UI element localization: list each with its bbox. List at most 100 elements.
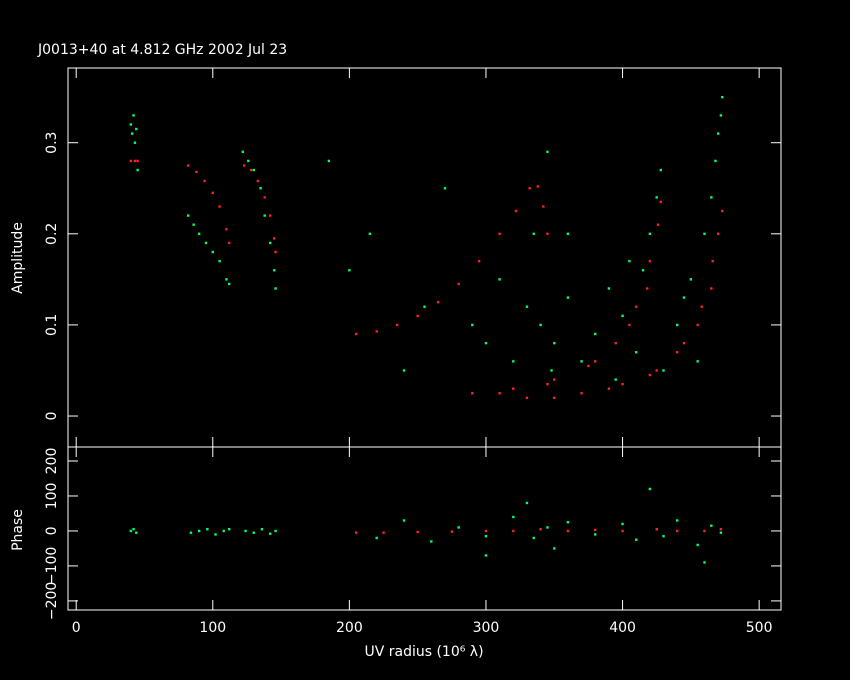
point: [607, 387, 611, 390]
point: [227, 282, 231, 286]
point: [719, 527, 723, 531]
point: [539, 527, 542, 531]
point: [471, 323, 474, 327]
x-tick-label: 400: [609, 620, 636, 636]
point: [195, 170, 198, 174]
point: [263, 214, 266, 217]
frame: [67, 446, 782, 611]
point: [710, 287, 713, 290]
point: [645, 287, 649, 290]
point: [430, 540, 433, 543]
point: [484, 554, 488, 557]
point: [218, 205, 221, 208]
point: [256, 179, 260, 183]
point: [546, 150, 549, 154]
point: [129, 159, 133, 163]
point: [580, 392, 583, 395]
point: [274, 529, 277, 533]
point: [662, 534, 665, 538]
point: [696, 360, 699, 363]
point: [136, 159, 139, 163]
point: [696, 543, 699, 547]
point: [192, 223, 195, 226]
point: [260, 527, 264, 531]
x-tick-label: 300: [473, 620, 500, 636]
point: [711, 259, 714, 263]
y-tick-label: 100: [44, 483, 60, 510]
point: [498, 392, 501, 395]
point: [648, 232, 652, 236]
point: [203, 179, 206, 183]
point: [710, 196, 713, 199]
point: [241, 150, 245, 154]
point: [675, 323, 679, 327]
point: [135, 531, 138, 534]
point: [268, 241, 272, 245]
point: [512, 529, 515, 533]
point: [514, 209, 518, 213]
point: [635, 305, 638, 308]
point: [675, 529, 679, 533]
point: [710, 524, 713, 527]
point: [186, 164, 190, 167]
point: [348, 269, 351, 272]
point: [132, 114, 135, 117]
point: [525, 501, 529, 505]
point: [721, 95, 724, 99]
point: [675, 351, 679, 354]
y-tick-label: 0.2: [44, 223, 60, 245]
point: [402, 519, 406, 522]
point: [368, 232, 372, 236]
point: [498, 232, 501, 236]
x-tick-label: 100: [199, 620, 226, 636]
point: [648, 373, 652, 377]
point: [259, 187, 262, 190]
point: [416, 530, 419, 534]
point: [273, 237, 276, 240]
point: [355, 531, 358, 534]
point: [274, 287, 277, 290]
point: [247, 159, 250, 163]
point: [682, 341, 686, 345]
point: [355, 332, 358, 336]
point: [662, 369, 665, 372]
point: [546, 382, 549, 386]
point: [553, 341, 556, 345]
point: [532, 536, 535, 540]
point: [136, 168, 139, 172]
point: [227, 241, 231, 245]
point: [536, 185, 540, 188]
point: [528, 187, 531, 190]
point: [648, 259, 652, 263]
point: [498, 278, 501, 281]
point: [225, 278, 228, 281]
point: [594, 360, 597, 363]
point: [443, 187, 447, 190]
y-axis-label: Phase: [10, 509, 26, 551]
point: [700, 305, 703, 308]
point: [566, 529, 570, 533]
point: [703, 232, 706, 236]
point: [655, 369, 658, 372]
point: [457, 526, 460, 529]
point: [703, 561, 706, 564]
point: [222, 529, 225, 533]
point: [133, 141, 137, 144]
y-tick-label: 0: [44, 412, 60, 421]
point: [659, 200, 663, 204]
point: [395, 323, 399, 327]
point: [628, 259, 631, 263]
point: [607, 287, 611, 290]
point: [416, 314, 419, 318]
point: [587, 364, 590, 368]
point: [716, 232, 720, 236]
point: [703, 529, 706, 533]
point: [133, 159, 137, 163]
point: [656, 223, 660, 226]
point: [206, 527, 209, 531]
point: [525, 396, 529, 400]
frame: [67, 67, 782, 448]
point: [659, 168, 663, 172]
y-tick-label: −100: [44, 547, 60, 585]
